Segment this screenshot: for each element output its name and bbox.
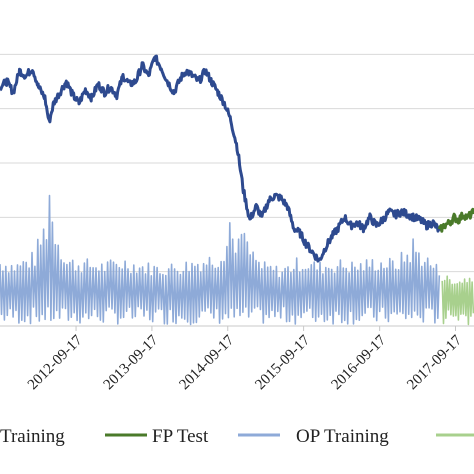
series-fp-test <box>437 207 474 233</box>
legend-label-op-training: OP Training <box>296 426 389 447</box>
series-op-test <box>441 275 474 326</box>
x-tick-label: 2016-09-17 <box>328 332 389 393</box>
x-tick-label: 2012-09-17 <box>25 332 86 393</box>
x-ticks: 2012-09-17 2013-09-17 2014-09-17 2015-09-17… <box>25 326 465 393</box>
legend-label-fp-training: Training <box>0 426 65 447</box>
legend: Training FP Test OP Training <box>0 426 474 447</box>
series-layer <box>0 54 474 326</box>
series-op-training <box>0 194 441 326</box>
x-tick-label: 2014-09-17 <box>177 332 238 393</box>
x-tick-label: 2017-09-17 <box>404 332 465 393</box>
x-tick-label: 2015-09-17 <box>252 332 313 393</box>
series-fp-training <box>0 54 441 263</box>
legend-label-fp-test: FP Test <box>152 426 209 447</box>
x-tick-label: 2013-09-17 <box>101 332 162 393</box>
